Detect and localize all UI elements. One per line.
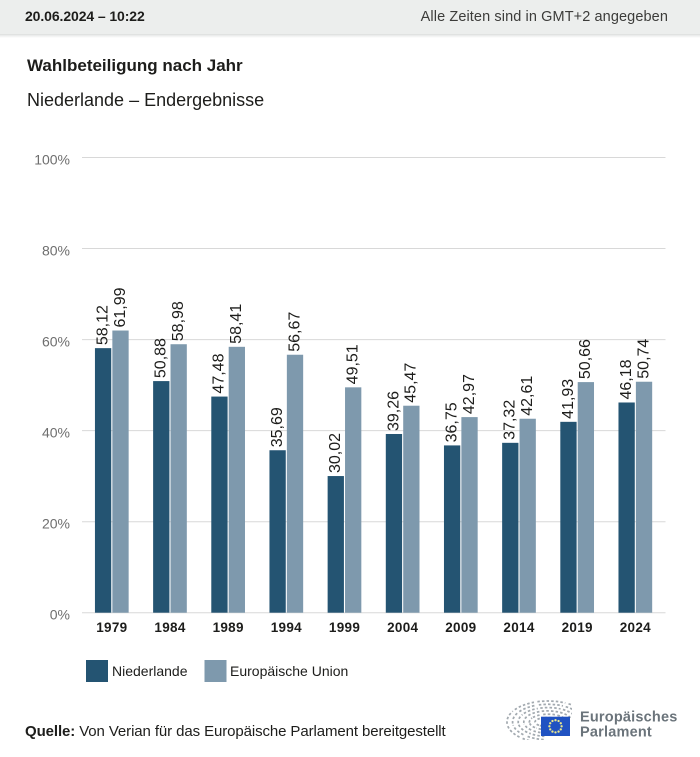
svg-text:56,67: 56,67 [286, 312, 303, 352]
svg-text:42,97: 42,97 [461, 374, 478, 414]
svg-text:39,26: 39,26 [385, 391, 402, 431]
svg-text:Europäisches: Europäisches [580, 710, 678, 726]
svg-text:40%: 40% [42, 425, 70, 441]
svg-text:58,98: 58,98 [170, 301, 187, 341]
svg-text:2019: 2019 [562, 620, 593, 635]
svg-text:35,69: 35,69 [269, 407, 286, 447]
svg-text:80%: 80% [42, 242, 70, 258]
svg-text:30,02: 30,02 [327, 433, 344, 473]
svg-text:1989: 1989 [213, 620, 244, 635]
svg-text:58,41: 58,41 [228, 304, 245, 344]
svg-text:20%: 20% [42, 516, 70, 532]
svg-text:0%: 0% [50, 607, 70, 623]
svg-text:37,32: 37,32 [502, 400, 519, 440]
svg-text:2004: 2004 [387, 620, 418, 635]
svg-text:50,66: 50,66 [577, 339, 594, 379]
svg-text:2014: 2014 [503, 620, 534, 635]
svg-text:1984: 1984 [154, 620, 185, 635]
svg-text:2009: 2009 [445, 620, 476, 635]
svg-text:42,61: 42,61 [519, 376, 536, 416]
svg-text:1999: 1999 [329, 620, 360, 635]
svg-text:60%: 60% [42, 334, 70, 350]
svg-text:2024: 2024 [620, 620, 651, 635]
svg-text:47,48: 47,48 [211, 353, 228, 393]
svg-text:Parlament: Parlament [580, 725, 652, 741]
svg-text:61,99: 61,99 [112, 287, 129, 327]
svg-text:36,75: 36,75 [443, 402, 460, 442]
svg-text:100%: 100% [34, 151, 70, 167]
svg-text:Europäische Union: Europäische Union [230, 663, 348, 679]
svg-text:50,88: 50,88 [153, 338, 170, 378]
svg-text:Niederlande: Niederlande [112, 663, 188, 679]
svg-text:46,18: 46,18 [618, 359, 635, 399]
svg-text:50,74: 50,74 [635, 339, 652, 379]
svg-text:Quelle: Von Verian für das Eur: Quelle: Von Verian für das Europäische P… [25, 723, 447, 740]
svg-text:1994: 1994 [271, 620, 302, 635]
svg-text:58,12: 58,12 [94, 305, 111, 345]
svg-text:1979: 1979 [96, 620, 127, 635]
svg-text:45,47: 45,47 [403, 363, 420, 403]
svg-text:49,51: 49,51 [344, 344, 361, 384]
svg-text:41,93: 41,93 [560, 379, 577, 419]
